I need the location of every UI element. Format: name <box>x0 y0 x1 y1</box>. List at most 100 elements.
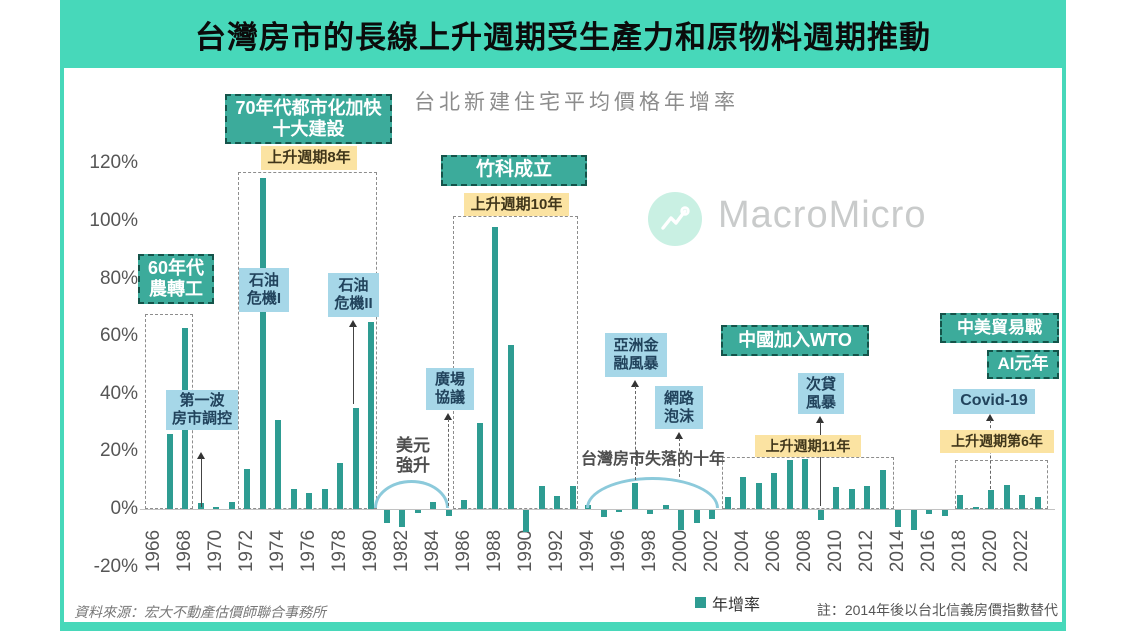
arrow-asian-financial-crisis <box>635 386 636 480</box>
x-tick-2012: 2012 <box>856 529 877 573</box>
y-tick-20: 20% <box>99 440 138 462</box>
card-header: 台灣房市的長線上升週期受生產力和原物料週期推動 <box>60 0 1066 68</box>
x-tick-1984: 1984 <box>422 529 443 573</box>
bar-2002 <box>709 510 715 519</box>
event-box-oil-crisis-1: 石油 危機I <box>239 268 289 312</box>
x-tick-2014: 2014 <box>887 529 908 573</box>
arrow-first-housing-control-head <box>197 452 205 459</box>
x-tick-2006: 2006 <box>763 529 784 573</box>
y-tick-40: 40% <box>99 382 138 404</box>
cycle-label-10-years: 上升週期10年 <box>464 193 569 216</box>
x-tick-1970: 1970 <box>205 529 226 573</box>
bar-1979 <box>352 408 359 509</box>
bar-1987 <box>476 422 483 509</box>
bar-1978 <box>337 462 343 509</box>
arrow-covid-19 <box>990 420 991 489</box>
event-box-subprime-crisis-line: 風暴 <box>805 393 836 411</box>
event-box-oil-crisis-1-line: 危機I <box>246 290 282 307</box>
bar-2023 <box>1034 497 1041 509</box>
bar-2010 <box>833 487 839 509</box>
bar-1985 <box>445 510 452 516</box>
x-tick-1978: 1978 <box>329 529 350 573</box>
bar-1974 <box>275 419 281 509</box>
bar-2007 <box>786 460 793 509</box>
bar-1996 <box>616 510 622 512</box>
x-tick-2016: 2016 <box>918 529 939 573</box>
y-tick-120: 120% <box>89 152 138 174</box>
bar-2017 <box>941 510 948 516</box>
event-box-dotcom-bubble: 網路 泡沫 <box>655 386 703 429</box>
bar-1992 <box>554 496 560 509</box>
arc-lost-decade <box>586 477 719 508</box>
cycle-label-6th-year: 上升週期第6年 <box>940 430 1054 453</box>
bar-2019 <box>972 507 979 509</box>
legend-label: 年增率 <box>712 597 761 614</box>
card-border-right <box>1062 0 1066 631</box>
arrow-dotcom-bubble-head <box>675 432 683 439</box>
bar-2011 <box>848 488 855 509</box>
bar-1967 <box>166 434 173 509</box>
event-box-asian-financial-crisis-line: 融風暴 <box>613 355 659 372</box>
bar-1993 <box>569 485 576 509</box>
watermark-brand: MacroMicro <box>718 194 927 236</box>
bar-2022 <box>1019 494 1025 509</box>
x-tick-1974: 1974 <box>267 529 288 573</box>
cycle-box-2018s <box>955 460 1048 509</box>
bar-1975 <box>290 488 297 509</box>
event-box-plaza-accord-line: 協議 <box>434 389 465 406</box>
bar-1989 <box>507 344 514 509</box>
event-box-oil-crisis-2: 石油 危機II <box>328 273 379 317</box>
event-box-first-housing-control-line: 第一波 <box>179 392 225 410</box>
bar-1981 <box>383 510 390 523</box>
x-tick-1980: 1980 <box>360 529 381 573</box>
arrow-subprime-crisis <box>820 422 821 506</box>
bar-2008 <box>802 458 808 509</box>
event-box-1970s-urbanization-ten-projects-line: 十大建設 <box>272 119 345 139</box>
y-tick-60: 60% <box>99 325 138 347</box>
arrow-plaza-accord-head <box>444 413 452 420</box>
bar-1991 <box>538 485 545 509</box>
x-tick-1996: 1996 <box>608 529 629 573</box>
event-box-plaza-accord-line: 廣場 <box>434 371 465 389</box>
x-axis-line <box>140 509 1055 510</box>
x-tick-1992: 1992 <box>546 529 567 573</box>
cycle-box-2000s <box>722 457 894 509</box>
cycle-label-11-years-line: 上升週期11年 <box>765 437 851 454</box>
bar-1969 <box>197 503 204 509</box>
bar-1982 <box>399 510 405 528</box>
chart-subtitle: 台北新建住宅平均價格年增率 <box>414 91 739 114</box>
x-tick-1990: 1990 <box>515 529 536 573</box>
cycle-label-8-years-line: 上升週期8年 <box>267 149 351 167</box>
event-box-dotcom-bubble-line: 泡沫 <box>663 407 694 425</box>
bar-2018 <box>957 494 963 509</box>
x-tick-1972: 1972 <box>236 529 257 573</box>
event-box-subprime-crisis: 次貸 風暴 <box>798 373 844 414</box>
bar-2013 <box>879 470 886 509</box>
event-box-1970s-urbanization-ten-projects-line: 70年代都市化加快 <box>235 97 382 118</box>
bar-2012 <box>864 485 870 509</box>
bar-2021 <box>1003 484 1010 509</box>
label-housing-lost-decade: 台灣房市失落的十年 <box>581 450 725 469</box>
cycle-label-10-years-line: 上升週期10年 <box>470 195 563 213</box>
label-usd-strong-rise-line: 強升 <box>396 456 430 476</box>
legend-swatch <box>695 597 706 608</box>
event-box-plaza-accord: 廣場 協議 <box>426 368 474 410</box>
cycle-label-6th-year-line: 上升週期第6年 <box>951 433 1043 450</box>
cycle-label-8-years: 上升週期8年 <box>261 146 357 170</box>
x-tick-1976: 1976 <box>298 529 319 573</box>
event-box-1970s-urbanization-ten-projects: 70年代都市化加快 十大建設 <box>225 94 392 144</box>
label-usd-strong-rise-line: 美元 <box>396 436 430 455</box>
x-tick-2000: 2000 <box>670 529 691 573</box>
event-box-covid-19-line: Covid-19 <box>960 392 1028 410</box>
event-box-first-housing-control: 第一波 房市調控 <box>166 390 238 430</box>
bar-1998 <box>647 510 653 515</box>
x-tick-2018: 2018 <box>949 529 970 573</box>
bar-2016 <box>926 510 932 515</box>
x-tick-1968: 1968 <box>174 529 195 573</box>
arrow-dotcom-bubble <box>679 438 680 477</box>
y-tick-0: 0% <box>110 498 138 519</box>
card-border-bottom <box>60 622 1066 631</box>
chart-title: 台灣房市的長線上升週期受生產力和原物料週期推動 <box>195 19 931 55</box>
bar-1972 <box>244 468 250 509</box>
bar-2020 <box>988 490 994 509</box>
